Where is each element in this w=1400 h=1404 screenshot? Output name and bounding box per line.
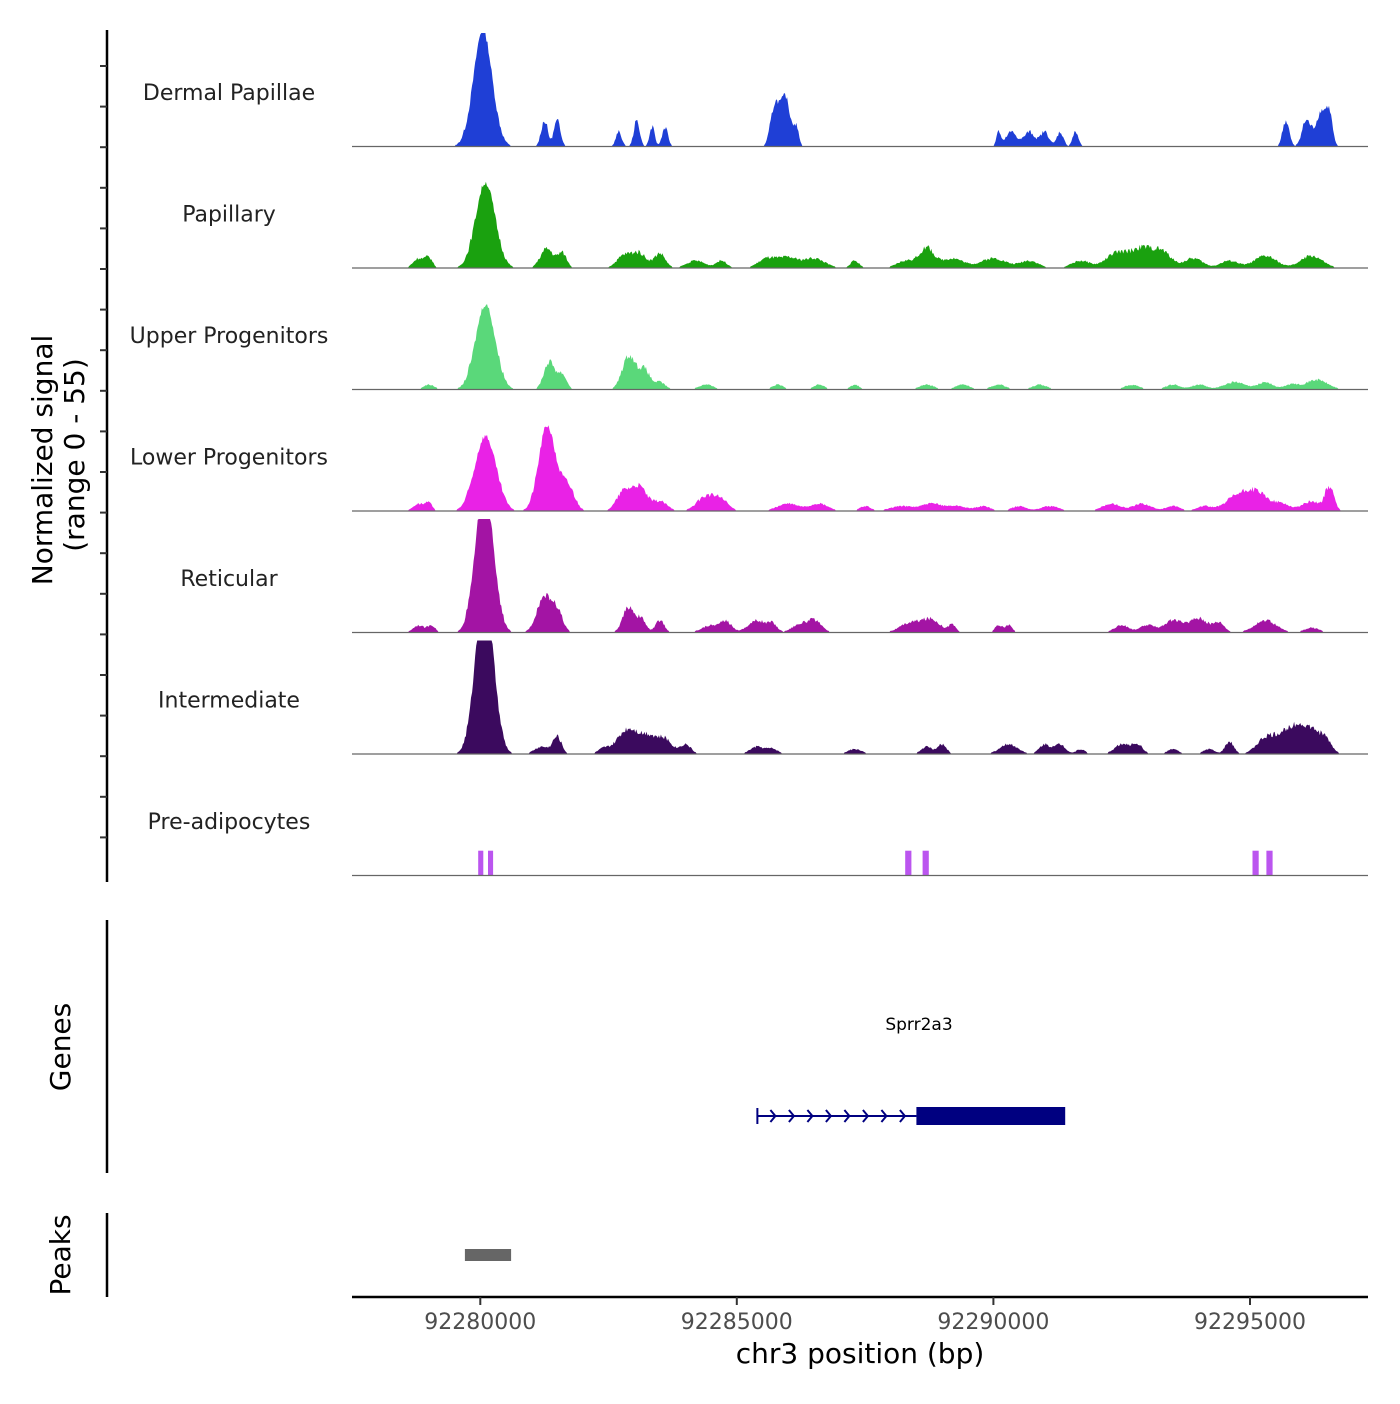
gene-exon: [916, 1107, 1066, 1125]
strand-arrow: [899, 1109, 907, 1123]
track-label: Papillary: [182, 203, 276, 228]
x-tick-label: 92280000: [424, 1310, 536, 1335]
y-axis-sublabel: (range 0 - 55): [58, 358, 91, 552]
track-label: Dermal Papillae: [143, 81, 315, 106]
coverage-block: [922, 850, 929, 876]
track-upper-progenitors: Upper Progenitors: [130, 304, 1368, 391]
signal-axis: [100, 30, 109, 882]
coverage-block: [1266, 850, 1273, 876]
coverage-block: [1252, 850, 1259, 876]
strand-arrow: [825, 1109, 833, 1123]
x-tick-label: 92285000: [681, 1310, 793, 1335]
coverage-block: [488, 850, 494, 876]
y-axis-label: Normalized signal: [26, 335, 59, 586]
strand-arrow: [769, 1109, 777, 1123]
coverage-tracks: Dermal Papillae Papillary Upper Progenitor…: [130, 33, 1368, 877]
peaks-panel-label: Peaks: [44, 1214, 77, 1295]
coverage-block: [478, 850, 484, 876]
coverage-area: [395, 181, 1358, 268]
coverage-area: [405, 304, 1363, 390]
track-lower-progenitors: Lower Progenitors: [130, 425, 1368, 512]
track-label: Pre-adipocytes: [148, 810, 311, 835]
strand-arrow: [806, 1109, 814, 1123]
track-label: Lower Progenitors: [130, 446, 328, 471]
strand-arrow: [880, 1109, 888, 1123]
x-tick-label: 92295000: [1194, 1310, 1306, 1335]
track-dermal-papillae: Dermal Papillae: [143, 33, 1368, 148]
coverage-area: [447, 640, 1356, 754]
track-reticular: Reticular: [180, 519, 1368, 634]
genes-panel-label: Genes: [44, 1003, 77, 1091]
strand-arrow: [862, 1109, 870, 1123]
track-papillary: Papillary: [182, 181, 1368, 269]
gene-name-label: Sprr2a3: [885, 1015, 952, 1035]
x-tick-label: 92290000: [937, 1310, 1049, 1335]
gene-panel: Sprr2a3: [105, 920, 1066, 1173]
track-intermediate: Intermediate: [158, 640, 1368, 755]
strand-arrow: [788, 1109, 796, 1123]
coverage-area: [395, 425, 1351, 511]
x-axis: 92280000 92285000 92290000 92295000: [352, 1295, 1368, 1335]
peak-region: [464, 1249, 512, 1261]
track-label: Reticular: [180, 567, 278, 592]
track-pre-adipocytes: Pre-adipocytes: [148, 810, 1368, 877]
coverage-area: [444, 33, 1345, 147]
track-label: Intermediate: [158, 689, 300, 714]
strand-arrow: [843, 1109, 851, 1123]
coverage-area: [395, 519, 1343, 633]
x-axis-title: chr3 position (bp): [736, 1337, 985, 1370]
track-label: Upper Progenitors: [130, 324, 329, 349]
coverage-block: [905, 850, 912, 876]
peaks-panel: [105, 1213, 512, 1297]
